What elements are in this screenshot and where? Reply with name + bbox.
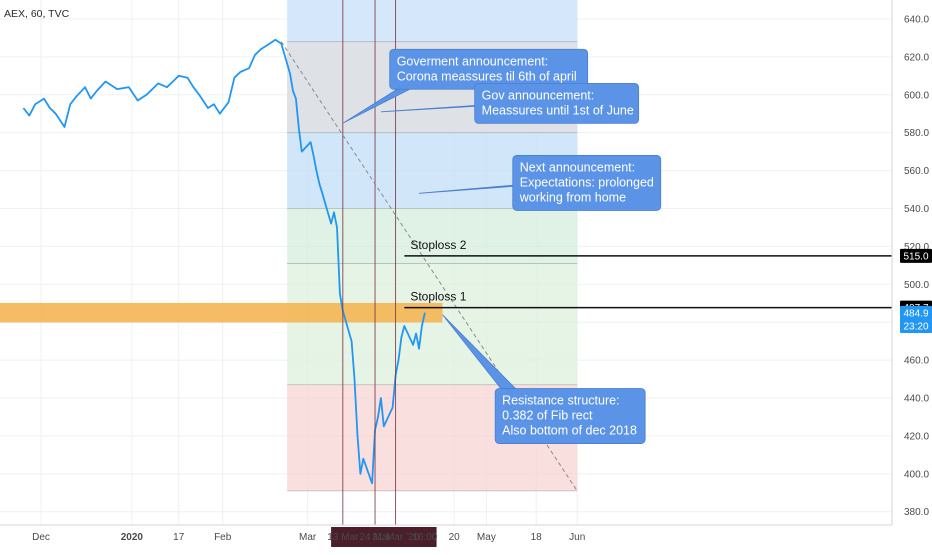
callout-text: Resistance structure: [502, 394, 619, 408]
x-tick-label: Dec [32, 532, 50, 543]
x-tick-label: 17 [173, 532, 185, 543]
y-tick-label: 620.0 [904, 52, 929, 63]
price-tag-label: 515.0 [903, 251, 928, 262]
y-tick-label: 380.0 [904, 507, 929, 518]
y-tick-label: 420.0 [904, 431, 929, 442]
callout-text: Meassures until 1st of June [482, 103, 634, 117]
resistance-zone[interactable] [0, 302, 443, 323]
x-tick-label: Jun [569, 532, 585, 543]
y-tick-label: 540.0 [904, 204, 929, 215]
y-tick-label: 580.0 [904, 128, 929, 139]
price-tag [900, 305, 932, 320]
x-tick-label: 13 Mar [327, 532, 359, 543]
x-tick-label: 2020 [121, 532, 144, 543]
price-tag-label: 484.9 [903, 308, 928, 319]
price-tag [900, 248, 932, 263]
price-line[interactable] [22, 38, 426, 485]
callout[interactable]: Gov announcement:Meassures until 1st of … [380, 82, 640, 124]
series-layer[interactable] [22, 38, 426, 485]
y-tick-label: 640.0 [904, 14, 929, 25]
y-tick-label: 520.0 [904, 242, 929, 253]
callout-box [512, 155, 662, 211]
callout-text: Next announcement: [520, 160, 635, 174]
stoploss-label: Stoploss 1 [410, 290, 466, 304]
x-tick-label: 16:00 [412, 532, 437, 543]
price-tag [900, 318, 932, 333]
callout-text: Expectations: prolonged [520, 175, 654, 189]
chart-title: AEX, 60, TVC [4, 8, 70, 20]
callout-text: Also bottom of dec 2018 [502, 424, 637, 438]
callout-box [494, 388, 646, 444]
callout-text: working from home [519, 190, 626, 204]
drawings-layer[interactable]: Stoploss 2 Stoploss 1 Goverment announceme… [280, 0, 892, 525]
callout[interactable]: Goverment announcement:Corona meassures … [342, 48, 589, 124]
callout-text: Corona meassures til 6th of april [397, 69, 577, 83]
x-tick-label: Feb [214, 532, 232, 543]
x-tick-label: 18 [531, 532, 543, 543]
x-tick-label: 31 Mar '20 [372, 532, 419, 543]
callout[interactable]: Next announcement:Expectations: prolonge… [418, 155, 662, 211]
x-tick-label: May [477, 532, 496, 543]
price-tag-label: 23:20 [903, 321, 928, 332]
x-tick-label: 20 [449, 532, 461, 543]
y-tick-label: 560.0 [904, 166, 929, 177]
callout[interactable]: Resistance structure:0.382 of Fib rectAl… [442, 314, 646, 444]
stoploss-label: Stoploss 2 [410, 238, 466, 252]
date-range-badge [331, 527, 437, 547]
callout-box [474, 82, 640, 124]
y-tick-label: 400.0 [904, 469, 929, 480]
x-tick-label: Mar [299, 532, 317, 543]
y-tick-label: 500.0 [904, 280, 929, 291]
callout-text: 0.382 of Fib rect [502, 409, 593, 423]
callout-text: Gov announcement: [482, 88, 595, 102]
x-tick-label: 24 Mar [359, 532, 391, 543]
y-tick-label: 460.0 [904, 356, 929, 367]
callout-text: Goverment announcement: [397, 54, 548, 68]
y-tick-label: 600.0 [904, 90, 929, 101]
y-tick-label: 440.0 [904, 394, 929, 405]
fib-zone [287, 263, 578, 385]
